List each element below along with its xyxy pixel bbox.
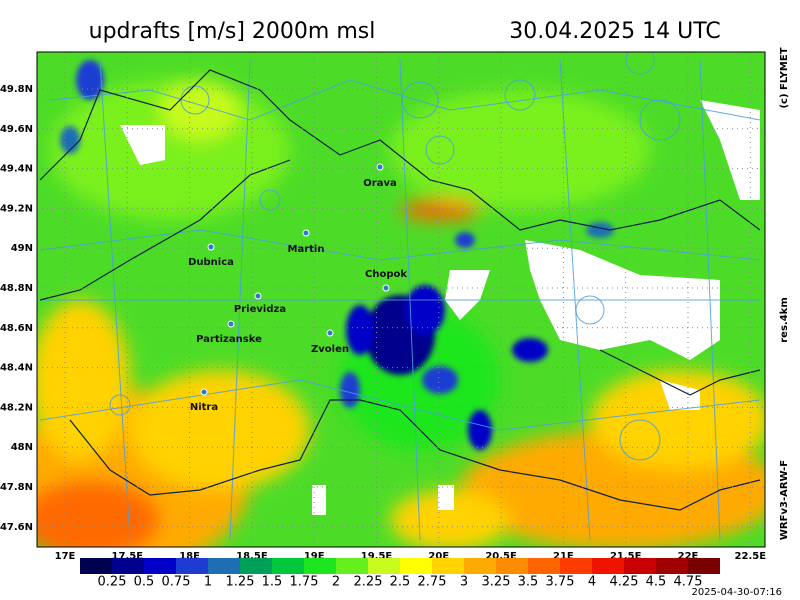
lat-label: 48.6N	[0, 323, 33, 334]
valid-time: 30.04.2025 14 UTC	[509, 19, 721, 44]
colorbar-swatch	[304, 558, 336, 574]
place-marker	[376, 163, 384, 171]
colorbar-label: 1	[204, 575, 212, 590]
timestamp: 2025-04-30-07:16	[691, 587, 782, 598]
lon-label: 22E	[678, 551, 699, 562]
place-marker	[382, 284, 390, 292]
colorbar-label: 4.25	[610, 575, 639, 590]
lat-label: 49.4N	[0, 164, 33, 175]
colorbar-swatch	[432, 558, 464, 574]
title: updrafts [m/s] 2000m msl	[89, 19, 376, 44]
lat-label: 48.8N	[0, 283, 33, 294]
colorbar-swatch	[592, 558, 624, 574]
lon-label: 17.5E	[112, 551, 144, 562]
colorbar-swatch	[656, 558, 688, 574]
place-label: Martin	[288, 244, 325, 255]
colorbar-swatch	[272, 558, 304, 574]
place-label: Prievidza	[234, 304, 286, 315]
lon-label: 21.5E	[610, 551, 642, 562]
place-label: Nitra	[190, 402, 218, 413]
colorbar-label: 1.75	[290, 575, 319, 590]
colorbar-label: 2.75	[418, 575, 447, 590]
colorbar-swatch	[112, 558, 144, 574]
colorbar-label: 3.75	[546, 575, 575, 590]
lon-label: 22.5E	[735, 551, 767, 562]
colorbar-label: 4.75	[674, 575, 703, 590]
place-marker	[254, 292, 262, 300]
colorbar-label: 3.5	[518, 575, 539, 590]
lon-label: 20E	[428, 551, 449, 562]
place-label: Dubnica	[188, 257, 234, 268]
lon-label: 21E	[553, 551, 574, 562]
colorbar-label: 0.75	[162, 575, 191, 590]
colorbar-label: 2.5	[390, 575, 411, 590]
colorbar-swatch	[176, 558, 208, 574]
place-marker	[302, 229, 310, 237]
place-label: Zvolen	[311, 344, 349, 355]
colorbar-swatch	[336, 558, 368, 574]
copyright: (c) FLYMET	[779, 47, 790, 108]
colorbar-label: 2	[332, 575, 340, 590]
colorbar-label: 2.25	[354, 575, 383, 590]
lat-label: 49.2N	[0, 203, 33, 214]
lon-label: 17E	[55, 551, 76, 562]
lat-label: 49N	[11, 243, 33, 254]
colorbar-label: 3.25	[482, 575, 511, 590]
place-marker	[227, 320, 235, 328]
colorbar-label: 4.5	[646, 575, 667, 590]
place-marker	[207, 243, 215, 251]
model: WRFv3-ARW-F	[779, 460, 790, 540]
map-frame	[36, 51, 766, 548]
colorbar-label: 4	[588, 575, 596, 590]
place-marker	[200, 388, 208, 396]
map	[37, 52, 765, 547]
lat-label: 48.4N	[0, 363, 33, 374]
lat-label: 49.6N	[0, 124, 33, 135]
colorbar-label: 0.5	[134, 575, 155, 590]
colorbar-swatch	[208, 558, 240, 574]
lon-label: 19E	[304, 551, 325, 562]
lat-label: 49.8N	[0, 84, 33, 95]
lon-label: 18.5E	[236, 551, 268, 562]
place-label: Orava	[363, 178, 396, 189]
place-marker	[326, 329, 334, 337]
colorbar-label: 3	[460, 575, 468, 590]
place-label: Chopok	[365, 269, 407, 280]
place-label: Partizanske	[196, 334, 262, 345]
colorbar-swatch	[400, 558, 432, 574]
colorbar-swatch	[240, 558, 272, 574]
lon-label: 20.5E	[485, 551, 517, 562]
resolution: res.4km	[779, 297, 790, 343]
colorbar-swatch	[464, 558, 496, 574]
lon-label: 18E	[179, 551, 200, 562]
lat-label: 47.6N	[0, 522, 33, 533]
colorbar-swatch	[368, 558, 400, 574]
colorbar-swatch	[560, 558, 592, 574]
colorbar-swatch	[688, 558, 720, 574]
colorbar-label: 1.5	[262, 575, 283, 590]
colorbar-swatch	[528, 558, 560, 574]
colorbar-label: 0.25	[98, 575, 127, 590]
colorbar-label: 1.25	[226, 575, 255, 590]
lon-label: 19.5E	[361, 551, 393, 562]
lat-label: 47.8N	[0, 482, 33, 493]
colorbar-swatch	[496, 558, 528, 574]
colorbar-swatch	[624, 558, 656, 574]
lat-label: 48N	[11, 442, 33, 453]
colorbar-swatch	[144, 558, 176, 574]
lat-label: 48.2N	[0, 402, 33, 413]
colorbar-swatch	[80, 558, 112, 574]
